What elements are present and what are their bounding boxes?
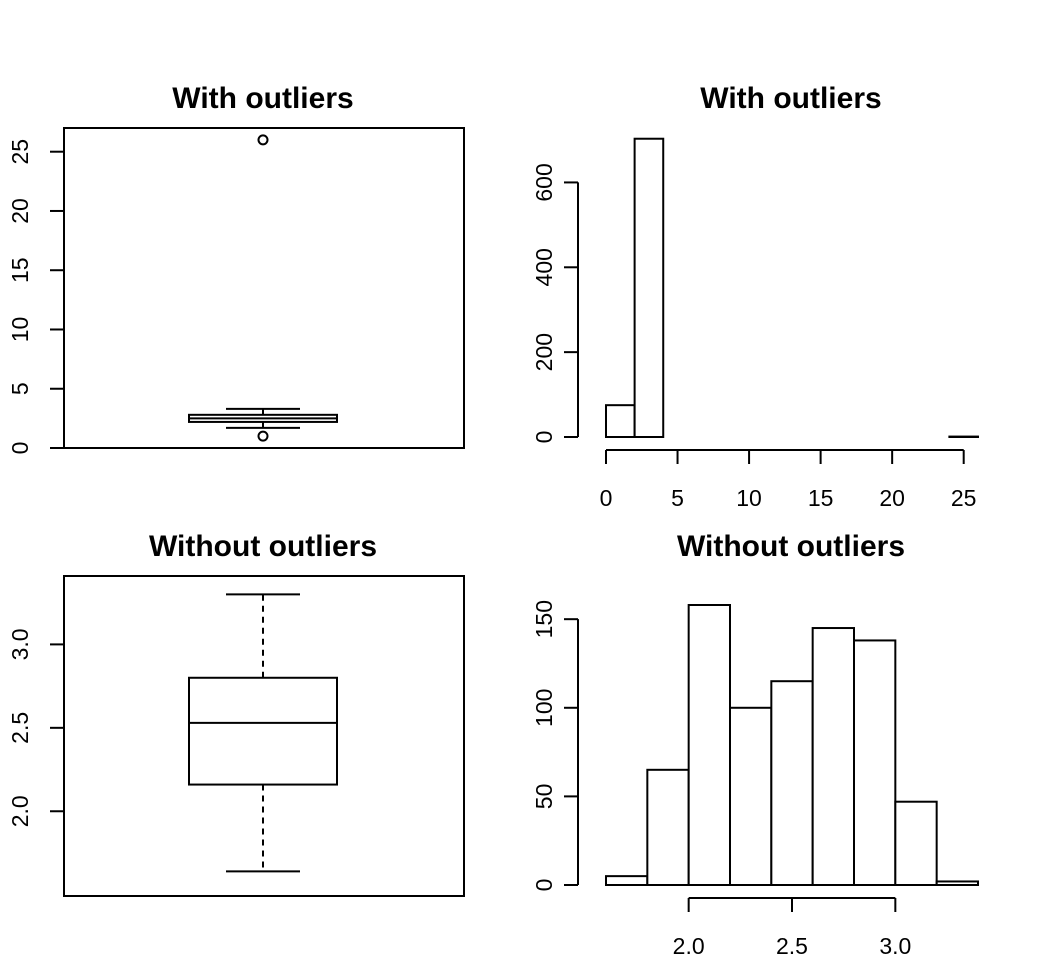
x-tick-label: 10 [736,485,762,511]
y-tick-label: 25 [7,139,33,165]
x-tick-label: 20 [879,485,905,511]
histogram-bar [853,639,897,887]
y-tick-label: 5 [7,382,33,395]
box-iqr [188,676,338,786]
chart-title: Without outliers [677,530,905,563]
x-tick-label: 2.0 [673,933,705,959]
y-tick-label: 3.0 [7,628,33,660]
outlier-point [257,430,269,442]
y-tick-label: 10 [7,317,33,343]
y-tick-label: 0 [531,431,557,444]
boxplot-with-outliers-panel: With outliers 0 5 10 15 20 25 [7,82,465,455]
histogram-bar [811,627,856,886]
y-tick-label: 150 [531,600,557,638]
histogram-bar [605,875,649,886]
y-tick-label: 15 [7,257,33,283]
chart-title: With outliers [172,82,353,115]
y-tick-label: 400 [531,248,557,286]
x-tick-label: 0 [600,485,613,511]
x-tick-label: 5 [671,485,684,511]
histogram-bar [633,137,665,438]
chart-title: Without outliers [149,530,377,563]
y-tick-label: 20 [7,198,33,224]
x-tick-label: 25 [951,485,977,511]
y-tick-label: 0 [7,442,33,455]
boxplot-without-outliers-panel: Without outliers 2.0 2.5 3.0 [7,530,465,897]
x-tick-label: 3.0 [879,933,911,959]
plot-frame [63,575,465,897]
histogram-bar [770,680,814,886]
histogram-bar [646,768,690,886]
histogram-bar [935,880,980,886]
x-tick-label: 15 [808,485,834,511]
histogram-bar [687,604,732,886]
y-tick-label: 2.0 [7,795,33,827]
plot-frame [63,127,465,449]
chart-title: With outliers [700,82,881,115]
y-tick-label: 50 [531,784,557,810]
y-tick-label: 200 [531,333,557,371]
y-tick-label: 2.5 [7,712,33,744]
histogram-bar [605,404,636,438]
y-tick-label: 0 [531,879,557,892]
histogram-bar [729,706,773,886]
x-tick-label: 2.5 [776,933,808,959]
outlier-point [257,134,269,146]
histogram-bar [894,800,938,886]
y-tick-label: 600 [531,163,557,201]
y-tick-label: 100 [531,689,557,727]
histogram-with-outliers-panel: With outliers 0 200 400 600 0 5 10 15 20 25 [531,82,980,511]
histogram-without-outliers-panel: Without outliers 0 50 100 150 2.0 2.5 3.0 [531,530,980,959]
